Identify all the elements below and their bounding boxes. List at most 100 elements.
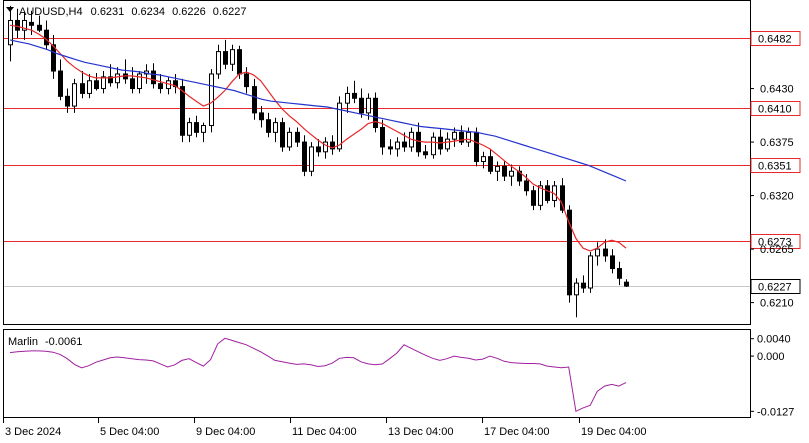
candle-body-bull: [87, 80, 92, 94]
candle-body-bull: [115, 73, 120, 84]
candle[interactable]: [545, 180, 550, 204]
candle[interactable]: [37, 15, 42, 33]
candle[interactable]: [151, 63, 156, 89]
candle[interactable]: [581, 275, 586, 293]
candle[interactable]: [72, 78, 77, 113]
candle[interactable]: [588, 252, 593, 293]
candle-body-bull: [22, 19, 27, 31]
candle[interactable]: [223, 39, 228, 70]
candle[interactable]: [323, 137, 328, 159]
candle-body-bull: [309, 146, 314, 172]
candle-body-bear: [531, 190, 536, 206]
candle[interactable]: [459, 125, 464, 145]
candle[interactable]: [309, 142, 314, 177]
chart-header: AUDUSD,H4 0.6231 0.6234 0.6226 0.6227: [6, 6, 246, 18]
candle[interactable]: [230, 44, 235, 72]
candle[interactable]: [345, 86, 350, 113]
candle[interactable]: [137, 71, 142, 94]
candle[interactable]: [610, 249, 615, 274]
candle[interactable]: [388, 139, 393, 155]
open-value: 0.6231: [91, 6, 125, 18]
candle[interactable]: [51, 35, 56, 79]
candle[interactable]: [337, 96, 342, 152]
candle[interactable]: [560, 178, 565, 214]
candle[interactable]: [466, 127, 471, 147]
candle-body-bear: [151, 70, 156, 85]
candle[interactable]: [8, 5, 13, 62]
candle[interactable]: [574, 278, 579, 318]
price-layer: [4, 5, 750, 318]
candle[interactable]: [517, 166, 522, 186]
candle[interactable]: [273, 117, 278, 143]
candle-body-bull: [495, 165, 500, 172]
candle[interactable]: [194, 115, 199, 138]
candle[interactable]: [431, 132, 436, 159]
candle[interactable]: [252, 78, 257, 120]
candle[interactable]: [287, 127, 292, 151]
candle-body-bear: [44, 29, 49, 46]
candle[interactable]: [115, 67, 120, 89]
candle-body-bull: [337, 102, 342, 150]
candle[interactable]: [58, 59, 63, 101]
candle[interactable]: [80, 71, 85, 99]
ma-fast-line[interactable]: [9, 24, 627, 252]
candle[interactable]: [330, 135, 335, 155]
candle[interactable]: [295, 127, 300, 147]
oscillator-layer: [9, 337, 627, 413]
level-tag-label: 0.6351: [758, 161, 792, 173]
candle[interactable]: [101, 71, 106, 94]
candle-body-bear: [244, 73, 249, 88]
candle[interactable]: [359, 88, 364, 118]
candle[interactable]: [302, 135, 307, 177]
candle[interactable]: [567, 205, 572, 303]
candle[interactable]: [624, 279, 629, 288]
candle[interactable]: [209, 69, 214, 133]
candle-body-bear: [380, 126, 385, 148]
candle[interactable]: [502, 161, 507, 181]
time-tick-label: 5 Dec 04:00: [100, 426, 159, 438]
candle[interactable]: [259, 106, 264, 128]
candle-body-bear: [252, 86, 257, 114]
high-value: 0.6234: [131, 6, 165, 18]
candle[interactable]: [380, 119, 385, 155]
candle[interactable]: [280, 117, 285, 152]
candle[interactable]: [481, 151, 486, 169]
candle[interactable]: [495, 161, 500, 181]
price-tick-label: 0.6210: [760, 298, 794, 310]
candle[interactable]: [15, 8, 20, 38]
candle[interactable]: [22, 12, 27, 40]
candle-body-bull: [287, 131, 292, 148]
candle[interactable]: [603, 239, 608, 262]
candle[interactable]: [395, 137, 400, 157]
current-price-tag: [750, 279, 801, 294]
candle[interactable]: [474, 127, 479, 167]
candle[interactable]: [595, 242, 600, 266]
candle[interactable]: [94, 72, 99, 91]
candle[interactable]: [65, 88, 70, 113]
candle[interactable]: [373, 92, 378, 133]
candle[interactable]: [180, 78, 185, 143]
collapse-arrow-icon[interactable]: [6, 7, 14, 12]
candle[interactable]: [538, 180, 543, 211]
candle[interactable]: [488, 148, 493, 175]
candle[interactable]: [266, 112, 271, 138]
candle[interactable]: [158, 73, 163, 94]
candle[interactable]: [316, 139, 321, 157]
candle-body-bear: [316, 146, 321, 153]
candle[interactable]: [29, 10, 34, 36]
candle[interactable]: [87, 73, 92, 99]
candle[interactable]: [617, 261, 622, 286]
candle[interactable]: [416, 122, 421, 157]
candle[interactable]: [216, 44, 221, 79]
candle[interactable]: [509, 164, 514, 186]
candle[interactable]: [187, 117, 192, 143]
marlin-line[interactable]: [9, 337, 627, 413]
candle-body-bear: [610, 255, 615, 270]
candle[interactable]: [201, 122, 206, 143]
candle[interactable]: [423, 144, 428, 159]
candle[interactable]: [531, 185, 536, 211]
candle[interactable]: [452, 127, 457, 147]
candle[interactable]: [352, 80, 357, 104]
candle-body-bull: [209, 73, 214, 127]
ma-slow-line[interactable]: [9, 39, 627, 182]
